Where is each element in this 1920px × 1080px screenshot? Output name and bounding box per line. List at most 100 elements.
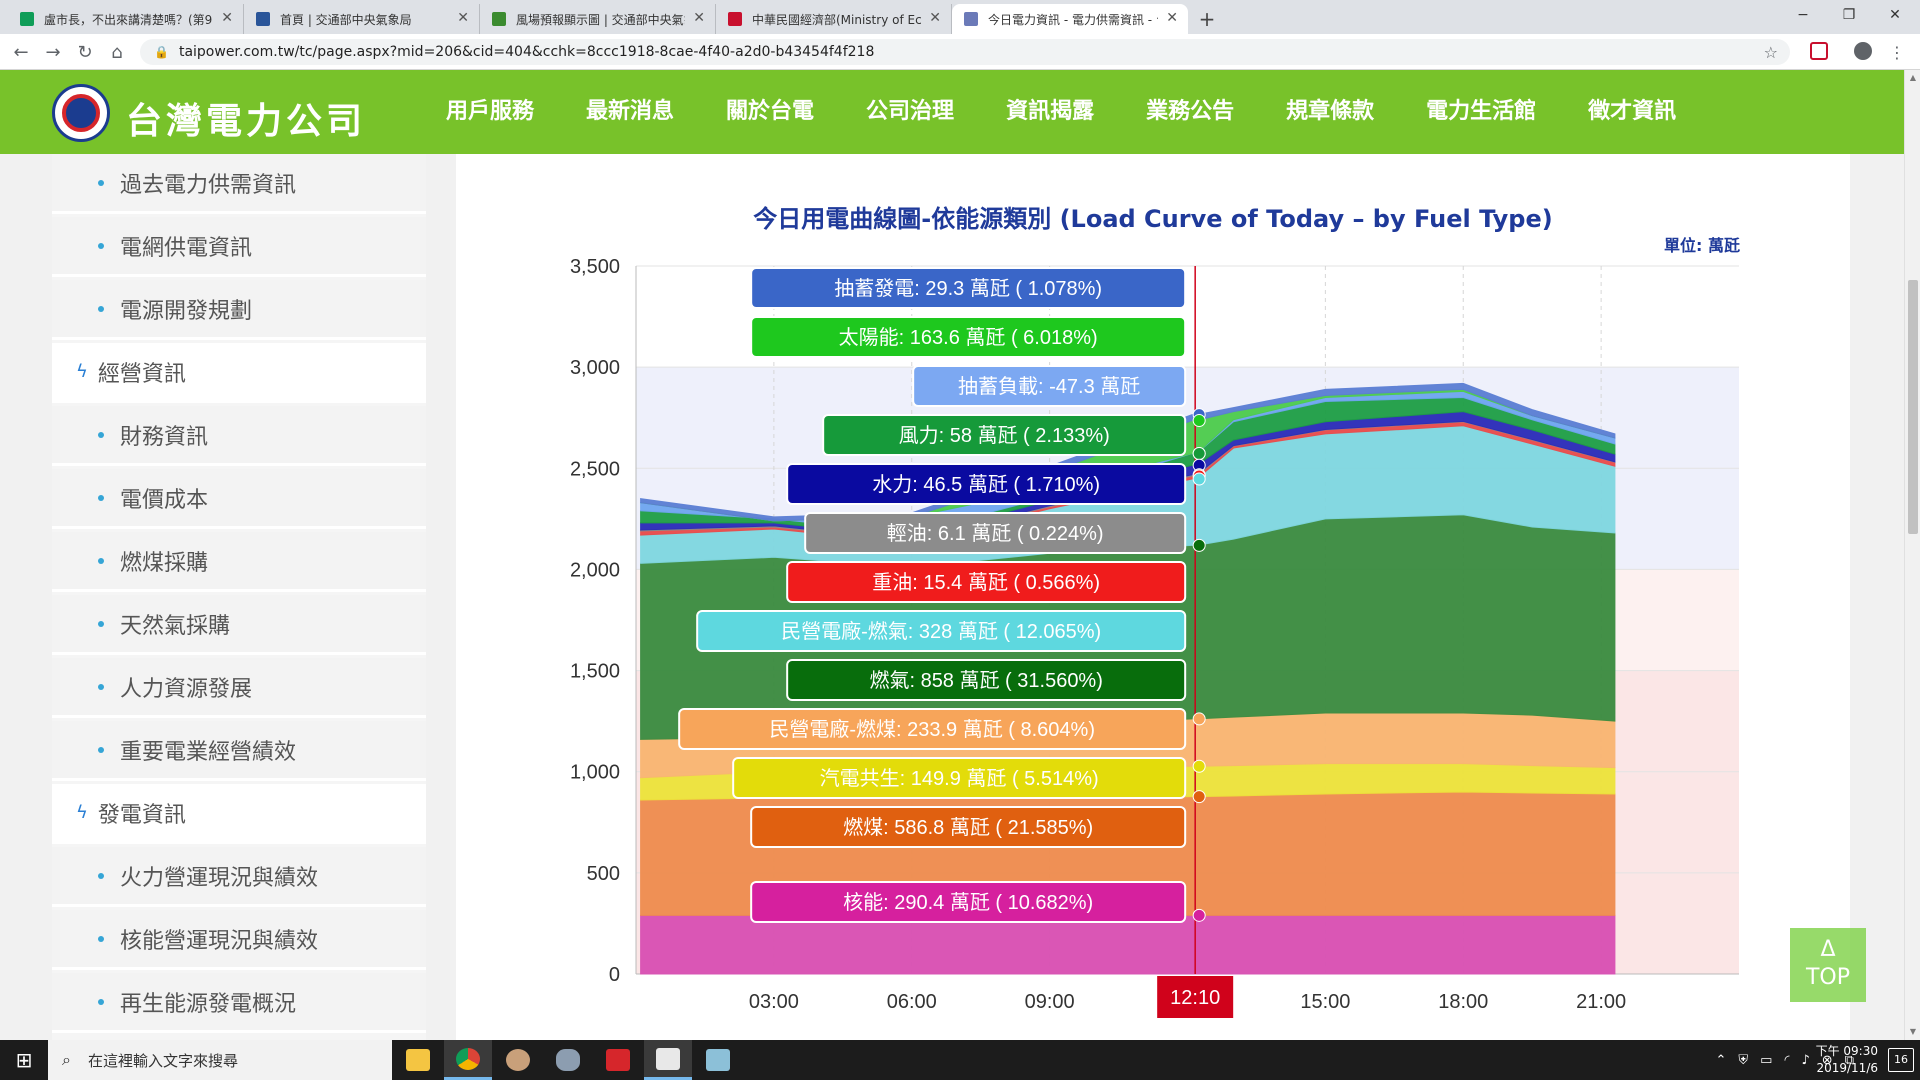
tab-close-icon[interactable]: ✕: [693, 10, 705, 26]
sidebar-item[interactable]: 財務資訊: [52, 406, 426, 466]
tooltip-label: 重油: 15.4 萬瓩 ( 0.566%): [872, 571, 1100, 594]
app-paint-icon[interactable]: [544, 1040, 592, 1080]
browser-tab[interactable]: 盧市長，不出來講清楚嗎？(第96 ✕: [8, 4, 244, 34]
windows-start-icon[interactable]: ⊞: [15, 1048, 33, 1072]
main-content: 0 500 1,000 1,500 2,000 2,500 3,000 3,500 03:00 0…: [456, 154, 1850, 1040]
tooltip-box: [696, 610, 1187, 652]
sidebar-group[interactable]: ϟ 經營資訊: [52, 343, 426, 403]
main-nav-item[interactable]: 業務公告: [1146, 99, 1235, 124]
sidebar-item[interactable]: 電源開發規劃: [52, 280, 426, 340]
sidebar-item[interactable]: 燃煤採購: [52, 532, 426, 592]
main-nav: 用戶服務 最新消息 關於台電 公司治理 資訊揭露 業務公告 規章條款 電力生活館 徵才資訊: [420, 70, 1702, 168]
sidebar-item-label: 電價成本: [120, 487, 209, 513]
battery-icon[interactable]: ▭: [1760, 1052, 1773, 1068]
chart-title: 今日用電曲線圖-依能源類別 (Load Curve of Today – by …: [753, 205, 1553, 233]
tooltip-box: [750, 806, 1187, 848]
page-scrollbar[interactable]: ▲ ▼: [1904, 70, 1920, 1040]
sidebar-item[interactable]: 電網供電資訊: [52, 217, 426, 277]
url-text[interactable]: taipower.com.tw/tc/page.aspx?mid=206&cid…: [178, 44, 875, 60]
scroll-up-icon[interactable]: ▲: [1909, 73, 1917, 82]
file-explorer-icon[interactable]: [394, 1040, 442, 1080]
taipower-logo-icon[interactable]: [52, 84, 110, 142]
photos-icon[interactable]: [644, 1040, 692, 1080]
shield-icon[interactable]: ⛨: [1738, 1052, 1749, 1068]
wifi-icon[interactable]: ◜: [1784, 1052, 1790, 1068]
sidebar-item-label: 過去電力供需資訊: [120, 172, 297, 198]
volume-icon[interactable]: ♪: [1801, 1052, 1810, 1068]
browser-tab[interactable]: 首頁 | 交通部中央氣象局 ✕: [244, 4, 480, 34]
sidebar-group[interactable]: ϟ 發電資訊: [52, 784, 426, 844]
main-nav-item[interactable]: 最新消息: [586, 99, 675, 124]
y-tick-label: 3,500: [570, 256, 620, 278]
close-window-button[interactable]: ✕: [1889, 7, 1901, 23]
site-logo-text[interactable]: 台灣電力公司: [126, 100, 367, 142]
map-icon: [492, 12, 506, 26]
sidebar-item-label: 燃煤採購: [120, 550, 209, 576]
taskbar-search[interactable]: ⌕ 在這裡輸入文字來搜尋: [48, 1040, 392, 1080]
scroll-down-icon[interactable]: ▼: [1909, 1027, 1917, 1036]
y-tick-label: 500: [587, 863, 620, 885]
x-tick-label: 06:00: [887, 991, 937, 1013]
taskbar-clock[interactable]: 下午 09:30 2019/11/6: [1816, 1043, 1878, 1077]
main-nav-item[interactable]: 徵才資訊: [1588, 99, 1677, 124]
tab-title: 中華民國經濟部(Ministry of Econ: [752, 12, 921, 27]
bullet-icon: [98, 431, 104, 438]
chevron-up-icon[interactable]: ⌃: [1715, 1052, 1727, 1068]
sidebar-item[interactable]: 重要電業經營績效: [52, 721, 426, 781]
tooltip-label: 民營電廠-燃煤: 233.9 萬瓩 ( 8.604%): [769, 717, 1095, 741]
browser-tab[interactable]: 今日電力資訊 - 電力供需資訊 - 台 ✕: [952, 4, 1188, 34]
area-series: [640, 914, 1616, 975]
tooltip-label: 抽蓄發電: 29.3 萬瓩 ( 1.078%): [834, 277, 1102, 300]
tooltip-box: [786, 561, 1187, 603]
tab-close-icon[interactable]: ✕: [221, 10, 233, 26]
extension-icon[interactable]: [1810, 42, 1828, 60]
ime-icon[interactable]: ⊗: [1821, 1052, 1833, 1068]
browser-tab[interactable]: 風場預報顯示圖 | 交通部中央氣象局 ✕: [480, 4, 716, 34]
tab-close-icon[interactable]: ✕: [929, 10, 941, 26]
chrome-icon[interactable]: [444, 1040, 492, 1080]
x-tick-label: 21:00: [1576, 991, 1626, 1013]
reload-icon[interactable]: ↻: [77, 41, 93, 63]
minimize-button[interactable]: −: [1797, 7, 1809, 23]
scrollbar-thumb[interactable]: [1908, 280, 1918, 534]
windows-taskbar: ⊞ ⌕ 在這裡輸入文字來搜尋 ⌃ ⛨ ▭ ◜ ♪ ⊗ ⧉ 下午 09:30 20…: [0, 1040, 1920, 1080]
sidebar-item[interactable]: 火力營運現況與績效: [52, 847, 426, 907]
tooltip-label: 燃煤: 586.8 萬瓩 ( 21.585%): [843, 816, 1093, 839]
profile-icon[interactable]: [1854, 42, 1872, 60]
main-nav-item[interactable]: 資訊揭露: [980, 70, 1120, 168]
sidebar-item[interactable]: 天然氣採購: [52, 595, 426, 655]
main-nav-item[interactable]: 用戶服務: [446, 99, 535, 124]
notification-center-icon[interactable]: 16: [1888, 1048, 1914, 1072]
browser-tab[interactable]: 中華民國經濟部(Ministry of Econ ✕: [716, 4, 952, 34]
tab-close-icon[interactable]: ✕: [1166, 10, 1178, 26]
bullet-icon: [98, 935, 104, 942]
chart-unit: 單位: 萬瓩: [1664, 236, 1740, 255]
sidebar-item[interactable]: 電價成本: [52, 469, 426, 529]
new-tab-button[interactable]: +: [1198, 7, 1216, 31]
tooltip-box: [804, 512, 1187, 554]
lang-icon[interactable]: ⧉: [1844, 1052, 1854, 1068]
maximize-button[interactable]: ❐: [1842, 7, 1856, 23]
sidebar-item[interactable]: 過去電力供需資訊: [52, 154, 426, 214]
address-bar[interactable]: 🔒 taipower.com.tw/tc/page.aspx?mid=206&c…: [140, 39, 1790, 65]
back-to-top-button[interactable]: Δ TOP: [1790, 928, 1866, 1002]
tab-title: 今日電力資訊 - 電力供需資訊 - 台: [988, 12, 1158, 27]
tab-close-icon[interactable]: ✕: [457, 10, 469, 26]
sidebar-item[interactable]: 人力資源發展: [52, 658, 426, 718]
main-nav-item[interactable]: 電力生活館: [1426, 99, 1537, 124]
bookmark-star-icon[interactable]: ☆: [1763, 43, 1778, 62]
app-red-icon[interactable]: [594, 1040, 642, 1080]
sidebar-item-label: 發電資訊: [97, 802, 186, 828]
app-bird-icon[interactable]: [494, 1040, 542, 1080]
back-icon[interactable]: ←: [13, 41, 29, 63]
series-marker: [1192, 447, 1206, 461]
app-note-icon[interactable]: [694, 1040, 742, 1080]
menu-icon[interactable]: ⋮: [1889, 42, 1905, 62]
sidebar-item[interactable]: 核能營運現況與績效: [52, 910, 426, 970]
main-nav-item[interactable]: 關於台電: [726, 99, 815, 124]
forward-icon[interactable]: →: [45, 41, 61, 63]
main-nav-item[interactable]: 規章條款: [1286, 99, 1375, 124]
sidebar-item[interactable]: 再生能源發電概況: [52, 973, 426, 1033]
home-icon[interactable]: ⌂: [111, 41, 123, 63]
main-nav-item[interactable]: 公司治理: [866, 99, 955, 124]
